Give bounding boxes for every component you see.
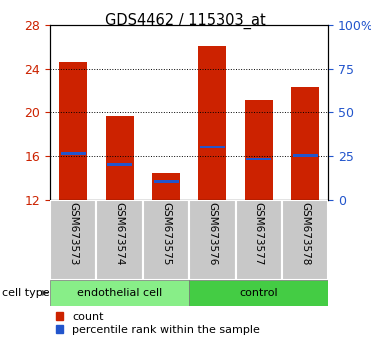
Bar — [61, 152, 86, 155]
Bar — [198, 46, 226, 200]
Bar — [291, 87, 319, 200]
Text: GSM673573: GSM673573 — [68, 202, 78, 266]
Bar — [189, 200, 236, 280]
Text: GSM673578: GSM673578 — [300, 202, 310, 266]
Bar — [236, 200, 282, 280]
Legend: count, percentile rank within the sample: count, percentile rank within the sample — [56, 312, 260, 335]
Text: endothelial cell: endothelial cell — [77, 288, 162, 298]
Bar — [189, 280, 328, 306]
Bar — [246, 158, 271, 160]
Bar — [50, 280, 189, 306]
Text: GSM673575: GSM673575 — [161, 202, 171, 266]
Bar — [96, 200, 143, 280]
Text: GSM673574: GSM673574 — [115, 202, 125, 266]
Bar — [107, 163, 132, 166]
Text: GSM673577: GSM673577 — [254, 202, 264, 266]
Bar — [152, 173, 180, 200]
Bar — [282, 200, 328, 280]
Bar — [50, 200, 96, 280]
Bar — [200, 145, 225, 148]
Bar — [293, 154, 318, 157]
Bar — [154, 180, 178, 183]
Text: cell type: cell type — [2, 288, 49, 298]
Bar — [245, 100, 273, 200]
Bar — [106, 116, 134, 200]
Text: GDS4462 / 115303_at: GDS4462 / 115303_at — [105, 12, 266, 29]
Text: control: control — [239, 288, 278, 298]
Text: GSM673576: GSM673576 — [207, 202, 217, 266]
Bar — [59, 62, 87, 200]
Bar — [143, 200, 189, 280]
